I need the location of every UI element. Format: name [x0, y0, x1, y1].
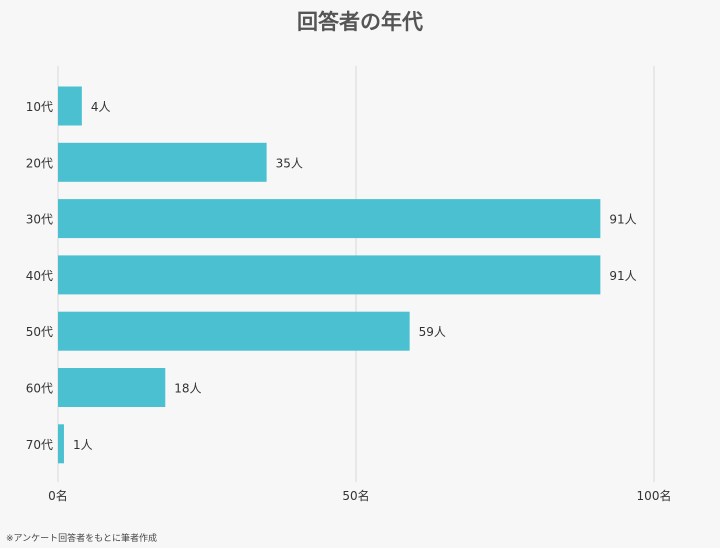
bar [58, 199, 601, 239]
category-label: 50代 [26, 325, 53, 339]
source-note: ※アンケート回答者をもとに筆者作成 [6, 534, 158, 544]
value-label: 4人 [91, 100, 111, 114]
value-label: 18人 [174, 382, 201, 396]
value-label: 59人 [419, 325, 446, 339]
value-label: 1人 [73, 438, 93, 452]
category-label: 60代 [26, 382, 53, 396]
category-label: 10代 [26, 100, 53, 114]
bar [58, 255, 601, 295]
value-label: 91人 [609, 213, 636, 227]
x-tick-label: 0名 [48, 488, 68, 503]
bars [58, 86, 601, 464]
category-labels: 10代 20代 30代 40代 50代 60代 70代 [26, 100, 53, 452]
value-label: 91人 [609, 269, 636, 283]
chart-title: 回答者の年代 [297, 10, 423, 34]
value-labels: 4人 35人 91人 91人 59人 18人 1人 [73, 100, 637, 452]
category-label: 40代 [26, 269, 53, 283]
x-tick-labels: 0名 50名 100名 [48, 488, 671, 503]
category-label: 20代 [26, 156, 53, 170]
bar [58, 424, 64, 464]
bar [58, 311, 410, 351]
x-tick-label: 50名 [342, 488, 369, 503]
value-label: 35人 [276, 156, 303, 170]
bar [58, 142, 267, 182]
category-label: 30代 [26, 213, 53, 227]
category-label: 70代 [26, 438, 53, 452]
x-tick-label: 100名 [637, 488, 672, 503]
bar [58, 86, 82, 126]
bar [58, 368, 166, 407]
